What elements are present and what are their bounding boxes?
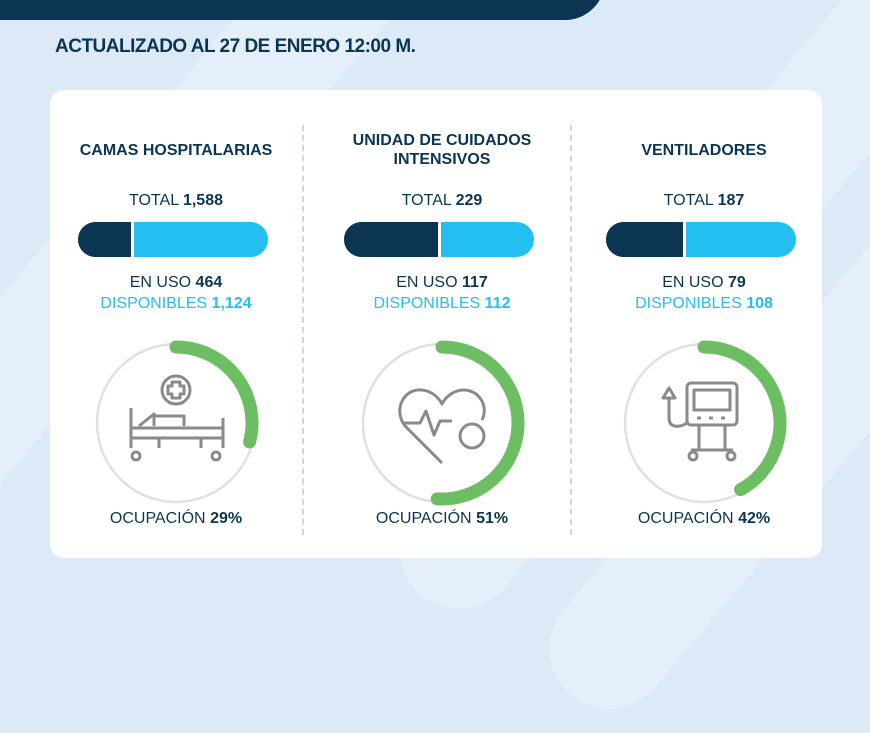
occupancy: OCUPACIÓN 29%	[47, 510, 305, 528]
available: DISPONIBLES 108	[575, 295, 833, 313]
occupancy-gauge	[95, 340, 259, 504]
usage-bar-used	[606, 222, 687, 257]
header-bar	[0, 0, 605, 20]
total-label: TOTAL	[663, 192, 714, 209]
occupancy-value: 42%	[738, 510, 771, 527]
total-value: 229	[455, 192, 483, 209]
divider	[570, 125, 572, 535]
occupancy-value: 51%	[476, 510, 509, 527]
total-value: 1,588	[182, 192, 223, 209]
column-title: VENTILADORES	[575, 130, 833, 170]
in-use: EN USO 117	[313, 274, 571, 292]
gauge-fill	[430, 340, 525, 506]
total-label: TOTAL	[401, 192, 452, 209]
occupancy-label: OCUPACIÓN	[109, 510, 206, 527]
divider	[302, 125, 304, 535]
occupancy-gauge	[623, 340, 787, 504]
stats-card: CAMAS HOSPITALARIAS TOTAL 1,588 EN USO 4…	[50, 90, 822, 558]
in-use-label: EN USO	[129, 274, 192, 291]
heart-pulse-icon	[398, 388, 486, 465]
total: TOTAL 187	[575, 192, 833, 210]
usage-bar-used	[344, 222, 442, 257]
column-title: CAMAS HOSPITALARIAS	[47, 130, 305, 170]
column-1: CAMAS HOSPITALARIAS TOTAL 1,588 EN USO 4…	[47, 90, 305, 558]
in-use-label: EN USO	[396, 274, 458, 291]
available: DISPONIBLES 1,124	[47, 295, 305, 313]
ventilator-icon	[661, 381, 739, 462]
in-use-value: 79	[728, 274, 746, 291]
total-value: 187	[717, 192, 745, 209]
column-title: UNIDAD DE CUIDADOS INTENSIVOS	[313, 130, 571, 170]
usage-bar	[344, 222, 534, 257]
in-use-value: 117	[461, 274, 488, 291]
available: DISPONIBLES 112	[313, 295, 571, 313]
column-title-text: VENTILADORES	[641, 141, 767, 159]
available-value: 108	[746, 295, 773, 312]
occupancy-label: OCUPACIÓN	[375, 510, 472, 527]
in-use-value: 464	[195, 274, 223, 291]
usage-bar	[78, 222, 268, 257]
updated-label: ACTUALIZADO AL 27 DE ENERO 12:00 M.	[55, 36, 416, 57]
hospital-bed-icon	[129, 374, 225, 462]
gauge-fill	[169, 340, 259, 449]
column-title-text: UNIDAD DE CUIDADOS INTENSIVOS	[352, 132, 532, 168]
total: TOTAL 229	[313, 192, 571, 210]
column-title-text: CAMAS HOSPITALARIAS	[79, 141, 273, 159]
total: TOTAL 1,588	[47, 192, 305, 210]
gauge-fill	[697, 340, 787, 497]
available-label: DISPONIBLES	[635, 295, 742, 312]
total-label: TOTAL	[129, 192, 179, 209]
in-use-label: EN USO	[662, 274, 724, 291]
column-2: UNIDAD DE CUIDADOS INTENSIVOS TOTAL 229 …	[313, 90, 571, 558]
usage-bar	[606, 222, 796, 257]
occupancy-gauge	[361, 340, 525, 506]
occupancy-value: 29%	[210, 510, 243, 527]
occupancy: OCUPACIÓN 42%	[575, 510, 833, 528]
usage-bar-used	[78, 222, 134, 257]
column-3: VENTILADORES TOTAL 187 EN USO 79 DISPONI…	[575, 90, 833, 558]
in-use: EN USO 464	[47, 274, 305, 292]
occupancy-label: OCUPACIÓN	[637, 510, 734, 527]
available-value: 112	[484, 295, 511, 312]
occupancy: OCUPACIÓN 51%	[313, 510, 571, 528]
available-value: 1,124	[211, 295, 252, 312]
in-use: EN USO 79	[575, 274, 833, 292]
available-label: DISPONIBLES	[373, 295, 481, 312]
available-label: DISPONIBLES	[100, 295, 208, 312]
